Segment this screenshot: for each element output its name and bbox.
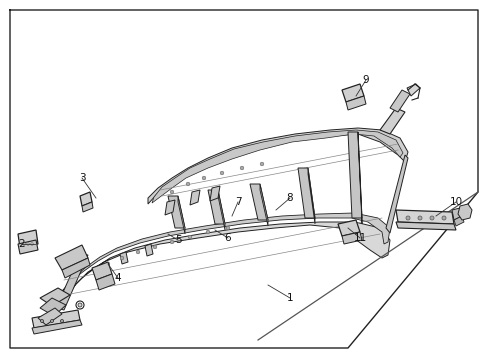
Polygon shape xyxy=(348,132,362,218)
Text: 8: 8 xyxy=(287,193,294,203)
Polygon shape xyxy=(458,204,472,220)
Polygon shape xyxy=(55,213,390,303)
Polygon shape xyxy=(56,254,88,310)
Polygon shape xyxy=(218,190,225,230)
Polygon shape xyxy=(454,216,464,226)
Polygon shape xyxy=(208,190,225,224)
Polygon shape xyxy=(40,288,70,306)
Polygon shape xyxy=(82,202,93,212)
Text: 7: 7 xyxy=(235,197,241,207)
Circle shape xyxy=(93,268,97,272)
Polygon shape xyxy=(38,308,62,325)
Polygon shape xyxy=(145,244,153,256)
Circle shape xyxy=(188,235,192,239)
Polygon shape xyxy=(92,262,112,280)
Polygon shape xyxy=(308,168,315,224)
Circle shape xyxy=(60,320,64,323)
Circle shape xyxy=(106,262,110,266)
Text: 3: 3 xyxy=(79,173,85,183)
Circle shape xyxy=(220,171,224,175)
Text: 4: 4 xyxy=(115,273,122,283)
Circle shape xyxy=(430,216,434,220)
Circle shape xyxy=(170,240,174,244)
Circle shape xyxy=(226,226,230,230)
Circle shape xyxy=(170,190,174,194)
Text: 5: 5 xyxy=(175,235,181,245)
Circle shape xyxy=(202,176,206,180)
Polygon shape xyxy=(120,252,128,264)
Text: 10: 10 xyxy=(449,197,463,207)
Polygon shape xyxy=(55,245,88,270)
Polygon shape xyxy=(346,96,366,110)
Polygon shape xyxy=(165,200,175,215)
Polygon shape xyxy=(386,155,408,233)
Circle shape xyxy=(27,243,29,245)
Text: 2: 2 xyxy=(19,239,25,249)
Polygon shape xyxy=(148,128,408,204)
Polygon shape xyxy=(32,310,80,328)
Polygon shape xyxy=(96,274,115,290)
Polygon shape xyxy=(32,320,82,334)
Polygon shape xyxy=(342,84,364,102)
Polygon shape xyxy=(190,190,200,205)
Circle shape xyxy=(418,216,422,220)
Polygon shape xyxy=(80,192,92,206)
Polygon shape xyxy=(396,210,454,224)
Circle shape xyxy=(41,320,44,323)
Text: 1: 1 xyxy=(287,293,294,303)
Polygon shape xyxy=(342,232,362,244)
Polygon shape xyxy=(396,222,456,230)
Polygon shape xyxy=(380,108,405,134)
Circle shape xyxy=(260,162,264,166)
Polygon shape xyxy=(55,222,390,312)
Polygon shape xyxy=(338,220,360,236)
Circle shape xyxy=(23,243,25,245)
Polygon shape xyxy=(152,130,403,203)
Circle shape xyxy=(120,256,124,260)
Circle shape xyxy=(50,320,53,323)
Polygon shape xyxy=(298,168,315,218)
Circle shape xyxy=(136,250,140,254)
Polygon shape xyxy=(168,196,185,228)
Circle shape xyxy=(240,166,244,170)
Circle shape xyxy=(406,216,410,220)
Polygon shape xyxy=(407,84,420,96)
Polygon shape xyxy=(390,90,410,112)
Circle shape xyxy=(76,301,84,309)
Circle shape xyxy=(31,243,33,245)
Polygon shape xyxy=(18,240,38,254)
Polygon shape xyxy=(62,258,90,278)
Polygon shape xyxy=(178,196,185,234)
Polygon shape xyxy=(452,208,462,220)
Text: 6: 6 xyxy=(225,233,231,243)
Circle shape xyxy=(442,216,446,220)
Circle shape xyxy=(206,230,210,234)
Polygon shape xyxy=(18,230,38,248)
Polygon shape xyxy=(260,184,268,226)
Text: 9: 9 xyxy=(363,75,369,85)
Circle shape xyxy=(186,182,190,186)
Polygon shape xyxy=(210,186,220,201)
Text: 11: 11 xyxy=(353,233,367,243)
Circle shape xyxy=(153,245,157,249)
Polygon shape xyxy=(40,298,66,316)
Polygon shape xyxy=(250,184,268,220)
Polygon shape xyxy=(358,132,362,224)
Circle shape xyxy=(78,303,82,307)
